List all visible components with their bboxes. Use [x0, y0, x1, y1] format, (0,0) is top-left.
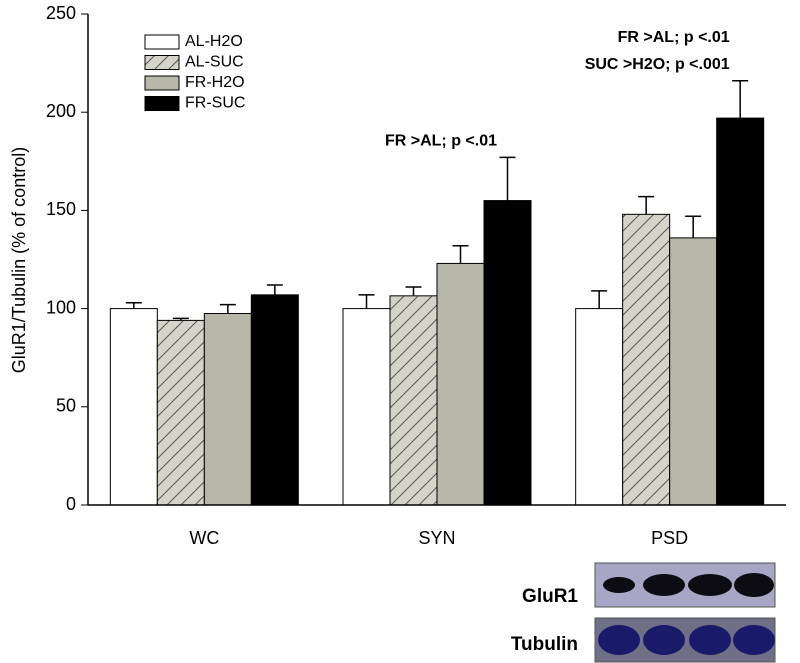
blot-band — [689, 625, 731, 655]
y-tick-label: 150 — [46, 199, 76, 219]
legend-label: AL-SUC — [185, 54, 244, 71]
blot-band — [643, 625, 685, 655]
bar — [203, 313, 252, 506]
blot-band — [598, 625, 640, 655]
y-tick-label: 50 — [56, 396, 76, 416]
y-tick-label: 100 — [46, 297, 76, 317]
bar — [436, 262, 485, 506]
y-tick-label: 200 — [46, 101, 76, 121]
annotation: SUC >H2O; p <.001 — [585, 56, 730, 73]
blot-label: GluR1 — [522, 586, 578, 607]
legend-swatch — [144, 34, 180, 50]
bar — [342, 308, 391, 506]
legend-swatch — [144, 55, 180, 70]
legend-swatch — [144, 96, 180, 111]
blot-band — [603, 577, 635, 593]
bar — [716, 117, 765, 506]
legend-label: FR-H2O — [185, 74, 245, 91]
legend-label: FR-SUC — [185, 95, 245, 112]
bar — [156, 319, 205, 506]
blot-label: Tubulin — [511, 634, 578, 655]
blot-band — [688, 574, 732, 596]
bar — [483, 200, 532, 506]
annotation: FR >AL; p <.01 — [385, 133, 497, 150]
x-tick-label: PSD — [651, 528, 688, 548]
annotation: FR >AL; p <.01 — [618, 29, 730, 46]
x-tick-label: SYN — [418, 528, 455, 548]
western-blot — [594, 562, 776, 663]
y-tick-label: 0 — [66, 494, 76, 514]
bar — [250, 294, 299, 506]
legend-label: AL-H2O — [185, 33, 243, 50]
bar — [109, 308, 158, 506]
bar — [669, 237, 718, 506]
bar — [575, 308, 624, 506]
blot-band — [734, 573, 774, 597]
y-axis-title: GluR1/Tubulin (% of control) — [9, 147, 29, 373]
blot-band — [733, 625, 775, 655]
bar — [389, 295, 438, 506]
legend-swatch — [144, 75, 180, 91]
blot-band — [643, 574, 685, 596]
x-tick-label: WC — [189, 528, 219, 548]
bar — [622, 213, 671, 506]
y-tick-label: 250 — [46, 3, 76, 23]
